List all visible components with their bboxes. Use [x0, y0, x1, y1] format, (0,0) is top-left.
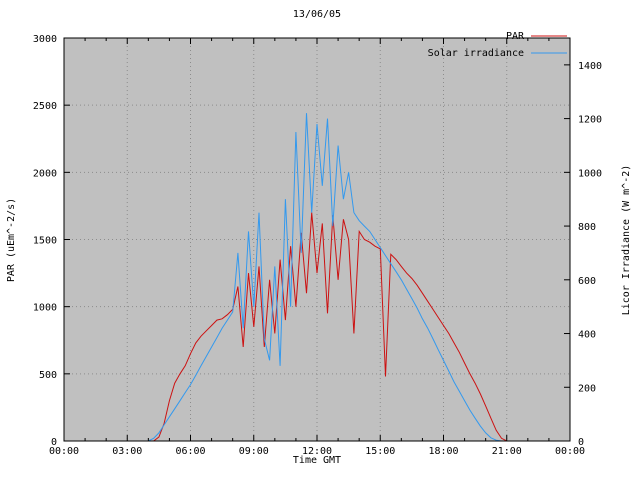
y-axis-right-label: Licor Irradiance (W m^-2) [621, 165, 632, 316]
legend-label-par: PAR [506, 31, 525, 42]
chart-title: 13/06/05 [293, 9, 341, 20]
y-right-tick-label: 0 [578, 437, 584, 448]
y-left-tick-label: 1000 [33, 303, 57, 314]
tick-labels: 00:00 03:00 06:00 09:00 12:00 15:00 18:00 21:00… [33, 34, 602, 457]
x-tick-label: 18:00 [428, 446, 458, 457]
y-right-tick-label: 1400 [578, 61, 602, 72]
y-left-tick-label: 500 [39, 370, 57, 381]
x-tick-label: 15:00 [365, 446, 395, 457]
y-right-tick-label: 1200 [578, 115, 602, 126]
x-tick-label: 00:00 [555, 446, 585, 457]
y-left-tick-label: 3000 [33, 34, 57, 45]
x-tick-label: 06:00 [175, 446, 205, 457]
x-tick-label: 21:00 [492, 446, 522, 457]
legend-label-solar-irradiance: Solar irradiance [428, 48, 524, 59]
x-tick-label: 03:00 [112, 446, 142, 457]
y-left-tick-label: 1500 [33, 236, 57, 247]
legend: PAR Solar irradiance [428, 31, 567, 59]
y-axis-left-label: PAR (uEm^-2/s) [6, 198, 17, 282]
y-right-tick-label: 800 [578, 222, 596, 233]
y-right-tick-label: 400 [578, 330, 596, 341]
y-left-tick-label: 2500 [33, 101, 57, 112]
y-right-tick-label: 200 [578, 383, 596, 394]
y-left-tick-label: 0 [51, 437, 57, 448]
y-right-tick-label: 600 [578, 276, 596, 287]
tick-marks [63, 37, 571, 442]
y-right-tick-label: 1000 [578, 168, 602, 179]
x-axis-label: Time GMT [293, 455, 341, 466]
x-tick-label: 12:00 [302, 446, 332, 457]
y-left-tick-label: 2000 [33, 168, 57, 179]
plot-layer: 00:00 03:00 06:00 09:00 12:00 15:00 18:00 21:00… [33, 34, 602, 457]
x-tick-label: 09:00 [239, 446, 269, 457]
x-tick-label: 00:00 [49, 446, 79, 457]
